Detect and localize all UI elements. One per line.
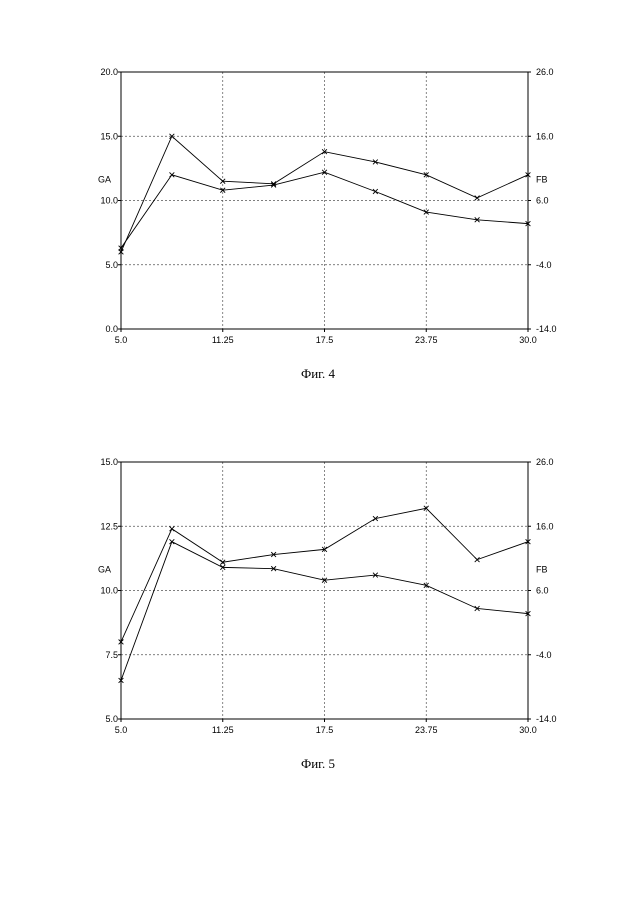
fig5-left-tick-label: 12.5 <box>100 521 118 531</box>
fig5-x-tick-label: 30.0 <box>519 725 537 735</box>
fig4-right-axis-label: FB <box>536 175 548 185</box>
fig4-left-tick-label: 20.0 <box>100 67 118 77</box>
figure-5-caption: Фиг. 5 <box>0 756 636 772</box>
fig4-right-tick-label: -4.0 <box>536 260 552 270</box>
fig5-series-2-point <box>169 539 174 544</box>
fig5-left-tick-label: 7.5 <box>105 650 118 660</box>
fig5-x-tick-label: 23.75 <box>415 725 438 735</box>
fig4-left-tick-label: 10.0 <box>100 196 118 206</box>
fig5-left-tick-label: 5.0 <box>105 714 118 724</box>
fig4-left-axis-label: GA <box>98 175 111 185</box>
fig4-left-tick-label: 0.0 <box>105 324 118 334</box>
figure-5: 5.0 11.25 17.5 23.75 30.0 5.0 7.5 10.0 12.5 15.0 -… <box>0 450 636 780</box>
fig5-right-tick-label: 26.0 <box>536 457 554 467</box>
fig4-x-tick-label: 11.25 <box>212 335 234 345</box>
fig4-x-tick-label: 23.75 <box>415 335 438 345</box>
fig5-x-tick-label: 5.0 <box>115 725 128 735</box>
fig4-x-tick-label: 17.5 <box>316 335 334 345</box>
fig5-left-tick-label: 15.0 <box>100 457 118 467</box>
fig4-right-tick-label: -14.0 <box>536 324 557 334</box>
chart-fig5: 5.0 11.25 17.5 23.75 30.0 5.0 7.5 10.0 12.5 15.0 -… <box>0 450 636 780</box>
fig5-series-1-point <box>475 557 480 562</box>
fig5-right-tick-label: 6.0 <box>536 586 549 596</box>
fig5-series-1-point <box>169 526 174 531</box>
fig4-left-tick-label: 5.0 <box>105 260 118 270</box>
fig4-series-1-point <box>475 196 480 201</box>
fig5-left-axis-label: GA <box>98 565 111 575</box>
fig4-right-tick-label: 6.0 <box>536 196 549 206</box>
fig4-right-tick-label: 26.0 <box>536 67 554 77</box>
fig5-x-tick-label: 11.25 <box>212 725 234 735</box>
fig5-left-tick-label: 10.0 <box>100 586 118 596</box>
chart-fig4: 5.011.2517.523.7530.00.05.010.015.020.0-… <box>0 60 636 390</box>
fig4-series-2-point <box>169 172 174 177</box>
figure-4-caption: Фиг. 4 <box>0 366 636 382</box>
fig4-series-2-point <box>373 189 378 194</box>
fig5-right-tick-label: -14.0 <box>536 714 557 724</box>
figure-4: 5.011.2517.523.7530.00.05.010.015.020.0-… <box>0 60 636 390</box>
fig4-right-tick-label: 16.0 <box>536 131 554 141</box>
fig5-right-tick-label: 16.0 <box>536 521 554 531</box>
fig4-x-tick-label: 5.0 <box>115 335 128 345</box>
fig5-right-tick-label: -4.0 <box>536 650 552 660</box>
fig5-right-axis-label: FB <box>536 565 548 575</box>
fig4-x-tick-label: 30.0 <box>519 335 537 345</box>
fig5-x-tick-label: 17.5 <box>316 725 334 735</box>
fig4-left-tick-label: 15.0 <box>100 131 118 141</box>
